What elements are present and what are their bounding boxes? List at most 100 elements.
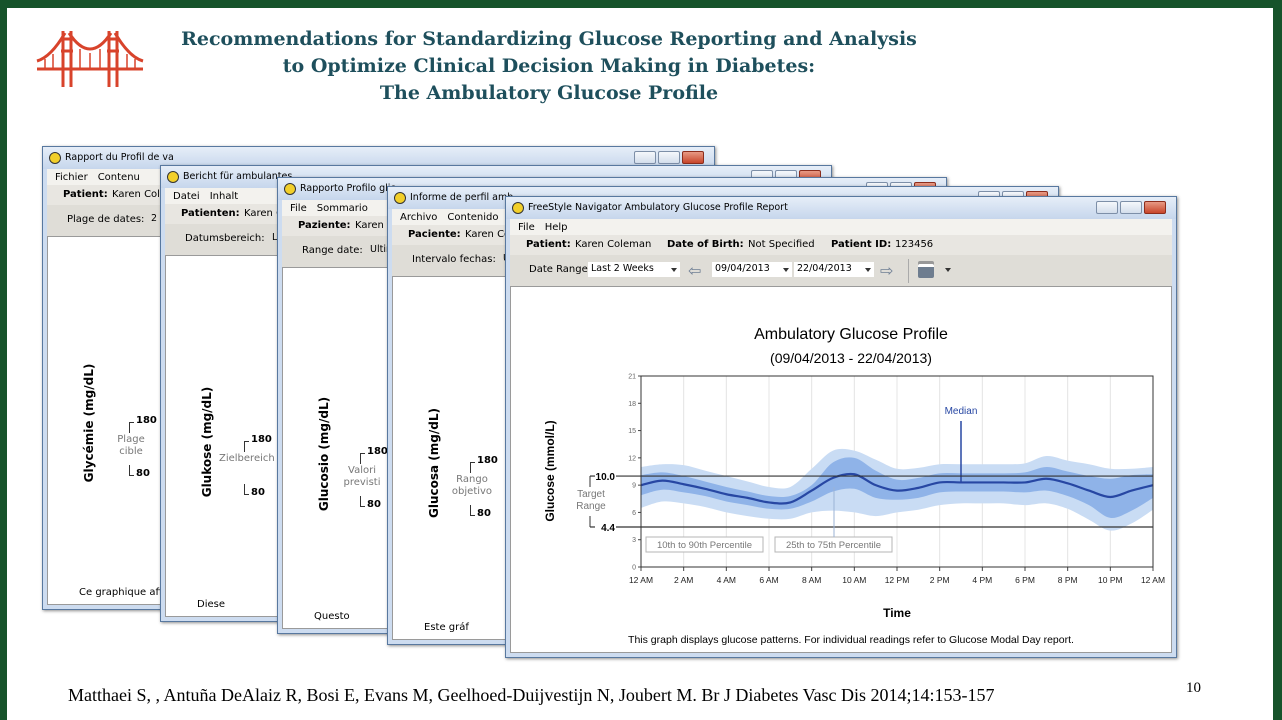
bracket (360, 496, 365, 507)
dropdown-arrow (671, 268, 677, 272)
x-tick-label: 8 PM (1058, 575, 1078, 585)
title-bar: FreeStyle Navigator Ambulatory Glucose P… (506, 197, 1176, 219)
x-tick-label: 2 PM (930, 575, 950, 585)
x-tick-label: 12 AM (1141, 575, 1165, 585)
bridge-logo (36, 31, 144, 87)
page-number: 10 (1186, 680, 1201, 696)
date-range: Ultime (370, 244, 402, 255)
previous-button[interactable]: ⇦ (688, 261, 702, 280)
y-tick-label: 0 (632, 565, 636, 572)
y-tick-label: 3 (632, 537, 636, 544)
legend-box (645, 536, 764, 553)
menu-item: Datei (173, 190, 200, 202)
chart-title: Ambulatory Glucose Profile (754, 326, 948, 343)
x-tick-label: 4 AM (717, 575, 736, 585)
print-button[interactable] (918, 264, 934, 278)
app-icon (512, 202, 524, 214)
target-tick: 180 (136, 415, 157, 426)
x-tick-label: 4 PM (972, 575, 992, 585)
target-label: Plage cible (117, 434, 145, 457)
bracket (470, 462, 475, 473)
dropdown-arrow (865, 268, 871, 272)
x-tick-label: 2 AM (674, 575, 693, 585)
to-date[interactable]: 22/04/2013 (794, 262, 874, 277)
app-icon (167, 171, 179, 183)
bracket (244, 441, 249, 452)
x-tick-label: 8 AM (802, 575, 821, 585)
plot-border (640, 375, 1154, 568)
patient-field-value: Not Specified (748, 239, 815, 250)
close-button (1144, 201, 1166, 214)
bracket (470, 505, 475, 516)
patient-name: Karen C (355, 220, 395, 231)
bracket (244, 484, 249, 495)
menu-item: Inhalt (209, 190, 239, 202)
patient-name: Karen Cole (112, 189, 167, 200)
date-label: Range date: (302, 245, 363, 256)
target-tick: 80 (136, 468, 150, 479)
x-axis-label: Time (883, 606, 911, 620)
y-tick-label: 9 (632, 483, 636, 490)
date-label: Date Range: (529, 264, 592, 275)
y-axis-label: Glucosio (mg/dL) (317, 396, 331, 512)
close-button (682, 151, 704, 164)
chart-subtitle: (09/04/2013 - 22/04/2013) (770, 350, 932, 366)
patient-name: Karen Co (244, 208, 290, 219)
date-label: Datumsbereich: (185, 233, 265, 244)
patient-label: Patienten: (181, 208, 240, 219)
window-title: FreeStyle Navigator Ambulatory Glucose P… (528, 202, 788, 213)
agp-chart: Ambulatory Glucose Profile (09/04/2013 - … (543, 326, 1165, 620)
menu-item: File (290, 202, 307, 214)
slide-title: Recommendations for Standardizing Glucos… (181, 28, 917, 50)
window-title: Bericht für ambulantes (183, 171, 293, 182)
y-axis-label: Glukose (mg/dL) (200, 386, 214, 498)
citation: Matthaei S, , Antuña DeAlaiz R, Bosi E, … (68, 685, 995, 705)
x-tick-label: 12 AM (629, 575, 653, 585)
menu-bar: File Help (510, 219, 1172, 235)
app-window: FreeStyle Navigator Ambulatory Glucose P… (505, 196, 1177, 658)
y-tick-label: 6 (632, 510, 636, 517)
target-tick: 80 (477, 508, 491, 519)
window-title: Rapporto Profilo glic (300, 183, 396, 194)
bracket (360, 453, 365, 464)
patient-name: Karen Co (465, 229, 511, 240)
separator (908, 259, 909, 283)
from-date[interactable]: 09/04/2013 (712, 262, 792, 277)
slide-title: to Optimize Clinical Decision Making in … (282, 55, 816, 77)
patient-bar: Patient: Karen Coleman Date of Birth: Not S… (510, 235, 1172, 255)
legend-label: 10th to 90th Percentile (657, 540, 752, 551)
target-range-label: Target Range (576, 488, 606, 512)
menu-item: Contenu (97, 171, 140, 183)
menu-item: Sommario (316, 202, 368, 214)
y-tick-label: 12 (628, 455, 636, 462)
x-tick-label: 6 AM (759, 575, 778, 585)
y-axis-label: Glycémie (mg/dL) (82, 363, 96, 483)
bracket (129, 465, 134, 476)
app-icon (284, 183, 296, 195)
patient-field-label: Date of Birth: (667, 239, 744, 250)
target-tick: 80 (251, 487, 265, 498)
next-button[interactable]: ⇨ (880, 261, 894, 280)
target-high-label: 10.0 (596, 472, 616, 483)
title-bar: Rapport du Profil de va (43, 147, 714, 169)
menu-item: Help (544, 221, 568, 233)
minimize-button (634, 151, 656, 164)
legend-label: 25th to 75th Percentile (786, 540, 881, 551)
report-footer: This graph displays glucose patterns. Fo… (628, 634, 1074, 646)
range-dropdown[interactable]: Last 2 Weeks (588, 262, 680, 277)
median-line (640, 472, 1154, 505)
app-icon (49, 152, 61, 164)
target-tick: 180 (251, 434, 272, 445)
target-label: Zielbereich (219, 453, 275, 464)
minimize-button (1096, 201, 1118, 214)
target-tick: 180 (367, 446, 388, 457)
patient-label: Patient: (63, 189, 108, 200)
target-label: Valori previsti (343, 465, 381, 488)
dropdown-arrow (783, 268, 789, 272)
median-label: Median (945, 406, 978, 417)
date-label: Plage de dates: (67, 214, 145, 225)
x-tick-label: 12 PM (885, 575, 910, 585)
patient-field-value: 123456 (895, 239, 934, 250)
dropdown-arrow (945, 268, 951, 272)
patient-field-label: Patient: (526, 239, 571, 250)
